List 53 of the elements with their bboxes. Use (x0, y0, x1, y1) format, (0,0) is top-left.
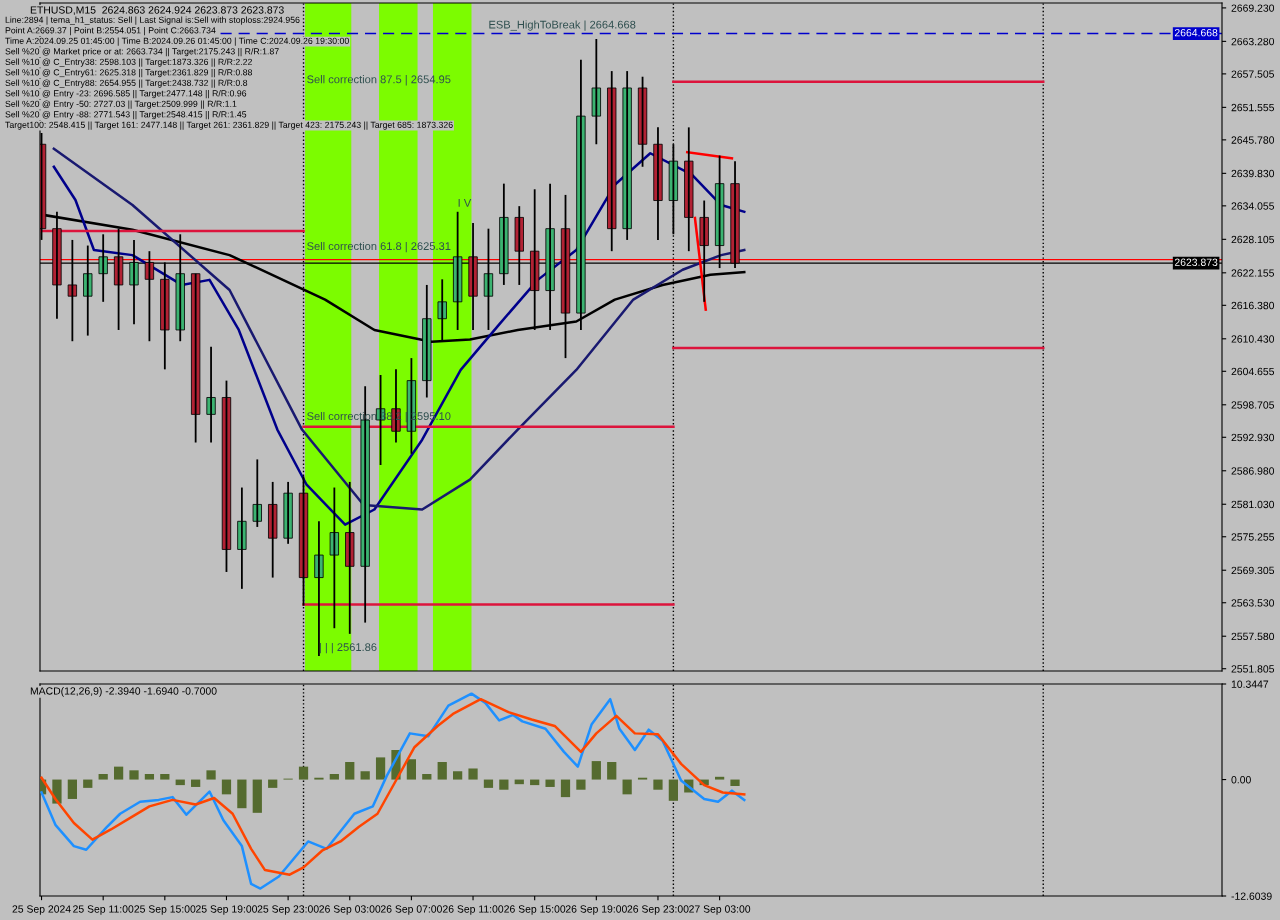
y-tick-label: 2581.030 (1231, 500, 1275, 509)
x-tick-label: 25 Sep 2024 (12, 905, 71, 915)
y-tick-label: 2569.305 (1231, 566, 1275, 575)
annotation: Target100: 2548.415 || Target 161: 2477.148 || Target 261: 2361.829 || Target 423: 2175.243 || Target 685: 1873.326 (5, 121, 453, 130)
annotation: ESB_HighToBreak | 2664.668 (489, 20, 636, 31)
annotation: Sell %10 @ C_Entry38: 2598.103 || Target:1873.326 || R/R:2.22 (5, 58, 252, 67)
y-tick-label: 10.3447 (1231, 680, 1269, 688)
x-tick-label: 26 Sep 03:00 (319, 905, 381, 915)
annotation: Point A:2669.37 | Point B:2554.051 | Point C:2663.734 (5, 27, 216, 36)
annotation: I V (458, 199, 472, 207)
y-tick-label: 2551.805 (1231, 665, 1275, 673)
y-tick-label: 2586.980 (1231, 467, 1275, 475)
annotation: Sell %10 @ C_Entry61: 2625.318 || Target:2361.829 || R/R:0.88 (5, 69, 253, 78)
ref-line-label: 2664.668 (1174, 28, 1218, 37)
y-tick-label: 2663.280 (1231, 37, 1275, 46)
annotation: Sell %20 @ Entry -50: 2727.03 || Target:2509.999 || R/R:1.1 (5, 100, 237, 109)
x-tick-label: 26 Sep 15:00 (504, 905, 566, 915)
y-tick-label: 2598.705 (1231, 401, 1275, 409)
annotation: Sell %10 @ Entry -23: 2696.585 || Target:2477.148 || R/R:0.96 (5, 90, 247, 99)
x-tick-label: 27 Sep 03:00 (689, 905, 751, 915)
x-tick-label: 25 Sep 19:00 (196, 905, 258, 915)
y-tick-label: 2592.930 (1231, 433, 1275, 442)
x-tick-label: 25 Sep 11:00 (73, 905, 134, 915)
y-tick-label: 2657.505 (1231, 70, 1275, 78)
annotation: Sell %10 @ C_Entry88: 2654.955 || Target:2438.732 || R/R:0.8 (5, 79, 248, 88)
x-tick-label: 26 Sep 07:00 (380, 905, 442, 915)
x-tick-label: 26 Sep 11:00 (442, 905, 504, 915)
x-tick-label: 25 Sep 23:00 (257, 905, 319, 915)
y-tick-label: 2557.580 (1231, 632, 1275, 641)
x-tick-label: 25 Sep 15:00 (134, 905, 196, 915)
y-tick-label: 2651.555 (1231, 103, 1275, 112)
y-tick-label: 0.00 (1231, 776, 1251, 784)
y-tick-label: 2604.655 (1231, 367, 1275, 376)
y-tick-label: 2628.105 (1231, 235, 1275, 244)
y-tick-label: 2563.530 (1231, 599, 1275, 607)
annotation: Sell %20 @ Market price or at: 2663.734 || Target:2175.243 || R/R:1.87 (5, 48, 279, 57)
y-tick-label: 2616.380 (1231, 301, 1275, 310)
annotation: Time A:2024.09.25 01:45:00 | Time B:2024.09.26 01:45:00 | Time C:2024.09.26 19:30:00 (5, 37, 349, 46)
annotation: Line:2894 | tema_h1_status: Sell | Last Signal is:Sell with stoploss:2924.956 (5, 16, 300, 25)
chart-title: MACD(12,26,9) -2.3940 -1.6940 -0.7000 (30, 687, 217, 697)
y-tick-label: 2669.230 (1231, 4, 1275, 12)
y-tick-label: -12.6039 (1231, 892, 1272, 900)
y-tick-label: 2645.780 (1231, 136, 1275, 144)
y-tick-label: 2575.255 (1231, 533, 1275, 541)
y-tick-label: 2622.155 (1231, 269, 1275, 277)
y-tick-label: 2634.055 (1231, 202, 1275, 210)
ref-line-label: 2623.873 (1174, 258, 1218, 266)
y-tick-label: 2639.830 (1231, 169, 1275, 178)
x-tick-label: 26 Sep 19:00 (565, 905, 627, 915)
x-tick-label: 26 Sep 23:00 (627, 905, 689, 915)
y-tick-label: 2610.430 (1231, 335, 1275, 343)
chart-title: ETHUSD,M15 2624.863 2624.924 2623.873 2623.873 (30, 6, 284, 15)
annotation: Sell %20 @ Entry -88: 2771.543 || Target:2548.415 || R/R:1.45 (5, 111, 247, 120)
